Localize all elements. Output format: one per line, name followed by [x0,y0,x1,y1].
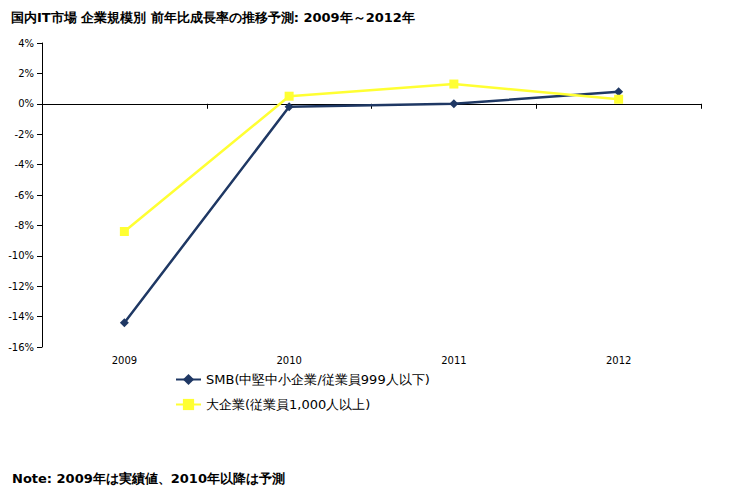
svg-text:-14%: -14% [8,311,34,322]
svg-text:-2%: -2% [15,129,34,140]
svg-text:-10%: -10% [8,250,34,261]
svg-text:2%: 2% [18,68,34,79]
svg-text:2010: 2010 [276,355,301,366]
svg-text:-12%: -12% [8,281,34,292]
svg-text:-4%: -4% [15,159,34,170]
svg-text:2009: 2009 [112,355,137,366]
svg-text:4%: 4% [18,38,34,49]
svg-text:2012: 2012 [606,355,631,366]
svg-text:国内IT市場 企業規模別 前年比成長率の推移予測: 2009: 国内IT市場 企業規模別 前年比成長率の推移予測: 2009年～2012年 [11,10,415,25]
svg-text:-16%: -16% [8,342,34,353]
svg-text:SMB(中堅中小企業/従業員999人以下): SMB(中堅中小企業/従業員999人以下) [206,372,430,387]
svg-text:大企業(従業員1,000人以上): 大企業(従業員1,000人以上) [206,397,370,412]
svg-text:2011: 2011 [441,355,466,366]
svg-text:-8%: -8% [15,220,34,231]
svg-text:0%: 0% [18,98,34,109]
svg-text:-6%: -6% [15,190,34,201]
svg-text:Note: 2009年は実績値、2010年以降は予測: Note: 2009年は実績値、2010年以降は予測 [12,471,285,486]
